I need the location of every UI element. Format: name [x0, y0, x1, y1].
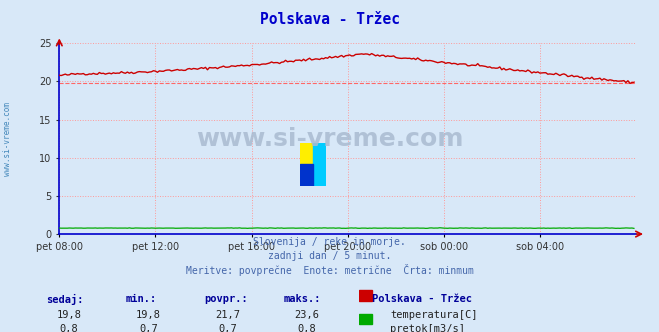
Text: 0,8: 0,8: [60, 324, 78, 332]
Text: Slovenija / reke in morje.: Slovenija / reke in morje.: [253, 237, 406, 247]
Bar: [359, 290, 372, 301]
Polygon shape: [313, 164, 326, 186]
Text: temperatura[C]: temperatura[C]: [390, 310, 478, 320]
Text: www.si-vreme.com: www.si-vreme.com: [3, 103, 13, 176]
Text: Polskava - Tržec: Polskava - Tržec: [260, 12, 399, 27]
Text: Polskava - Tržec: Polskava - Tržec: [372, 294, 473, 304]
Text: 23,6: 23,6: [294, 310, 319, 320]
Polygon shape: [300, 164, 313, 186]
Text: sedaj:: sedaj:: [46, 294, 84, 305]
Bar: [359, 313, 372, 324]
Text: zadnji dan / 5 minut.: zadnji dan / 5 minut.: [268, 251, 391, 261]
Text: maks.:: maks.:: [283, 294, 321, 304]
Text: 0,7: 0,7: [218, 324, 237, 332]
Text: Meritve: povprečne  Enote: metrične  Črta: minmum: Meritve: povprečne Enote: metrične Črta:…: [186, 264, 473, 276]
Bar: [300, 143, 313, 164]
Text: povpr.:: povpr.:: [204, 294, 248, 304]
Text: 0,8: 0,8: [297, 324, 316, 332]
Text: 19,8: 19,8: [57, 310, 82, 320]
Text: 21,7: 21,7: [215, 310, 240, 320]
Text: min.:: min.:: [125, 294, 156, 304]
Text: 19,8: 19,8: [136, 310, 161, 320]
Text: 0,7: 0,7: [139, 324, 158, 332]
Text: pretok[m3/s]: pretok[m3/s]: [390, 324, 465, 332]
Text: www.si-vreme.com: www.si-vreme.com: [196, 127, 463, 151]
Bar: [313, 143, 326, 164]
